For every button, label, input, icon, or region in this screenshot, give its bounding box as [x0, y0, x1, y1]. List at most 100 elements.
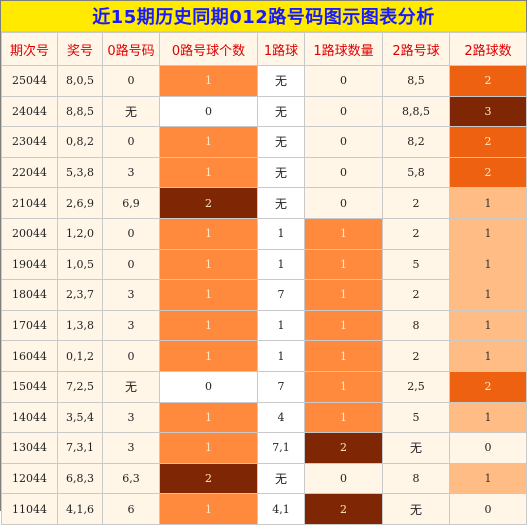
table-row: 19044 1,0,5 0 1 1 1 5 1 — [1, 248, 527, 281]
route2-numbers-cell: 8,5 — [382, 65, 450, 97]
table-row: 18044 2,3,7 3 1 7 1 2 1 — [1, 279, 527, 311]
route2-count-cell: 1 — [449, 462, 527, 495]
period-cell: 21044 — [1, 187, 58, 219]
route1-count-cell: 1 — [304, 217, 383, 250]
route1-count-cell: 1 — [304, 279, 383, 311]
col-header-route0-numbers: 0路号码 — [102, 32, 160, 66]
route1-numbers-cell: 1 — [257, 340, 305, 372]
period-cell: 18044 — [1, 279, 58, 311]
route0-count-cell: 1 — [159, 248, 258, 281]
route1-count-cell: 0 — [304, 95, 383, 128]
prize-cell: 2,3,7 — [57, 279, 103, 311]
route2-numbers-cell: 2,5 — [382, 370, 450, 403]
route0-numbers-cell: 6,9 — [102, 187, 160, 219]
table-row: 24044 8,8,5 无 0 无 0 8,8,5 3 — [1, 95, 527, 128]
route0-numbers-cell: 3 — [102, 309, 160, 342]
header-row: 期次号 奖号 0路号码 0路号球个数 1路球 1路球数量 2路号球 2路球数 — [1, 32, 527, 66]
route0-count-cell: 1 — [159, 432, 258, 464]
prize-cell: 2,6,9 — [57, 187, 103, 219]
route2-numbers-cell: 8 — [382, 309, 450, 342]
route1-count-cell: 0 — [304, 462, 383, 495]
route0-count-cell: 1 — [159, 126, 258, 158]
prize-cell: 4,1,6 — [57, 493, 103, 525]
route1-numbers-cell: 7,1 — [257, 432, 305, 464]
route1-numbers-cell: 4 — [257, 401, 305, 434]
route2-numbers-cell: 8,8,5 — [382, 95, 450, 128]
route2-numbers-cell: 5 — [382, 401, 450, 434]
route2-count-cell: 1 — [449, 187, 527, 219]
route2-numbers-cell: 8 — [382, 462, 450, 495]
period-cell: 11044 — [1, 493, 58, 525]
route1-count-cell: 1 — [304, 370, 383, 403]
route1-count-cell: 1 — [304, 309, 383, 342]
route1-numbers-cell: 1 — [257, 217, 305, 250]
route2-numbers-cell: 无 — [382, 493, 450, 525]
route0-count-cell: 1 — [159, 401, 258, 434]
route2-numbers-cell: 5 — [382, 248, 450, 281]
period-cell: 12044 — [1, 462, 58, 495]
period-cell: 22044 — [1, 156, 58, 189]
route0-count-cell: 2 — [159, 187, 258, 219]
route1-numbers-cell: 4,1 — [257, 493, 305, 525]
route1-count-cell: 1 — [304, 340, 383, 372]
route2-numbers-cell: 2 — [382, 340, 450, 372]
table-row: 13044 7,3,1 3 1 7,1 2 无 0 — [1, 432, 527, 464]
route1-numbers-cell: 7 — [257, 279, 305, 311]
route1-numbers-cell: 无 — [257, 156, 305, 189]
period-cell: 13044 — [1, 432, 58, 464]
route0-count-cell: 1 — [159, 65, 258, 97]
route1-numbers-cell: 1 — [257, 248, 305, 281]
prize-cell: 5,3,8 — [57, 156, 103, 189]
route2-count-cell: 0 — [449, 432, 527, 464]
route2-count-cell: 1 — [449, 279, 527, 311]
route2-numbers-cell: 8,2 — [382, 126, 450, 158]
route1-count-cell: 2 — [304, 493, 383, 525]
route0-count-cell: 1 — [159, 156, 258, 189]
route0-numbers-cell: 无 — [102, 95, 160, 128]
table-row: 25044 8,0,5 0 1 无 0 8,5 2 — [1, 65, 527, 97]
prize-cell: 1,0,5 — [57, 248, 103, 281]
route0-numbers-cell: 0 — [102, 217, 160, 250]
route1-count-cell: 0 — [304, 187, 383, 219]
route0-count-cell: 1 — [159, 493, 258, 525]
prize-cell: 0,8,2 — [57, 126, 103, 158]
analysis-table: 期次号 奖号 0路号码 0路号球个数 1路球 1路球数量 2路号球 2路球数 2… — [1, 32, 527, 525]
route0-numbers-cell: 0 — [102, 65, 160, 97]
route1-count-cell: 0 — [304, 65, 383, 97]
route1-numbers-cell: 无 — [257, 462, 305, 495]
prize-cell: 8,0,5 — [57, 65, 103, 97]
table-row: 20044 1,2,0 0 1 1 1 2 1 — [1, 217, 527, 250]
route2-numbers-cell: 无 — [382, 432, 450, 464]
route2-count-cell: 1 — [449, 217, 527, 250]
route0-numbers-cell: 0 — [102, 248, 160, 281]
route1-count-cell: 1 — [304, 401, 383, 434]
prize-cell: 8,8,5 — [57, 95, 103, 128]
period-cell: 16044 — [1, 340, 58, 372]
route2-numbers-cell: 2 — [382, 279, 450, 311]
route1-numbers-cell: 7 — [257, 370, 305, 403]
route1-count-cell: 0 — [304, 126, 383, 158]
table-row: 12044 6,8,3 6,3 2 无 0 8 1 — [1, 462, 527, 495]
table-row: 14044 3,5,4 3 1 4 1 5 1 — [1, 401, 527, 434]
route1-numbers-cell: 无 — [257, 65, 305, 97]
period-cell: 19044 — [1, 248, 58, 281]
route2-count-cell: 1 — [449, 309, 527, 342]
route0-numbers-cell: 3 — [102, 279, 160, 311]
route0-count-cell: 1 — [159, 340, 258, 372]
route0-numbers-cell: 6 — [102, 493, 160, 525]
prize-cell: 7,2,5 — [57, 370, 103, 403]
route1-count-cell: 2 — [304, 432, 383, 464]
period-cell: 25044 — [1, 65, 58, 97]
table-body: 25044 8,0,5 0 1 无 0 8,5 2 24044 8,8,5 无 0 无 0 8,8,5 3 23… — [1, 65, 527, 525]
route0-count-cell: 0 — [159, 370, 258, 403]
table-row: 16044 0,1,2 0 1 1 1 2 1 — [1, 340, 527, 372]
route0-numbers-cell: 3 — [102, 156, 160, 189]
route2-numbers-cell: 5,8 — [382, 156, 450, 189]
route2-count-cell: 2 — [449, 156, 527, 189]
table-row: 11044 4,1,6 6 1 4,1 2 无 0 — [1, 493, 527, 525]
route2-count-cell: 1 — [449, 401, 527, 434]
prize-cell: 1,2,0 — [57, 217, 103, 250]
col-header-route2-numbers: 2路号球 — [382, 32, 450, 66]
table-row: 23044 0,8,2 0 1 无 0 8,2 2 — [1, 126, 527, 158]
route2-count-cell: 2 — [449, 65, 527, 97]
